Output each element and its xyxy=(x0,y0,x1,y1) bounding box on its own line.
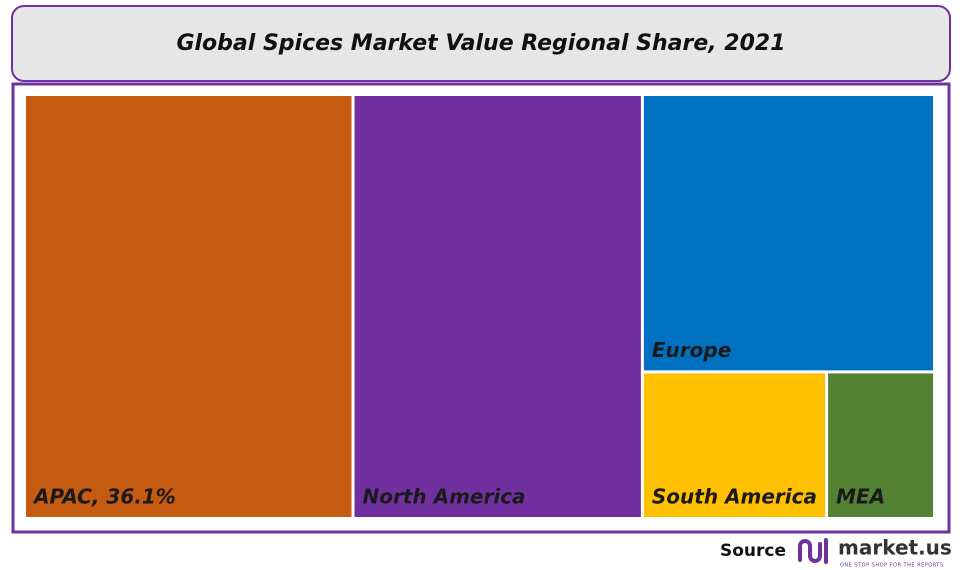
source-label: Source xyxy=(720,541,786,561)
tile xyxy=(643,373,826,517)
tile xyxy=(828,373,933,517)
tile-label: South America xyxy=(652,485,817,509)
logo-icon xyxy=(798,538,828,564)
tile-label: Europe xyxy=(652,338,731,362)
logo-tagline: ONE STOP SHOP FOR THE REPORTS xyxy=(840,563,944,569)
title-box xyxy=(11,5,951,82)
treemap: APAC, 36.1% North America Europe South Amer… xyxy=(26,96,933,517)
tile xyxy=(643,96,933,371)
chart-title: Global Spices Market Value Regional Shar… xyxy=(176,31,785,56)
tile xyxy=(354,96,641,517)
tile xyxy=(26,96,352,517)
logo: market.us xyxy=(838,536,952,560)
tile-label: MEA xyxy=(836,485,885,509)
tile-label: APAC, 36.1% xyxy=(32,485,176,509)
tile-label: North America xyxy=(363,485,526,509)
